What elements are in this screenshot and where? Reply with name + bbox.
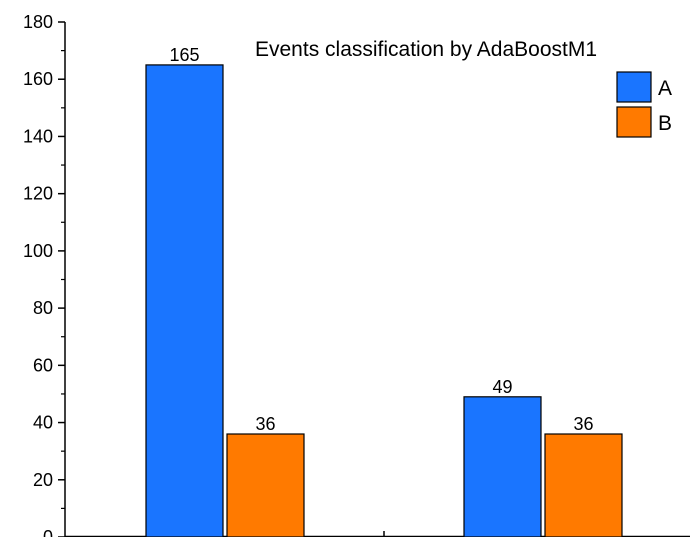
y-tick-label: 80 — [33, 298, 53, 318]
bar-a-2 — [463, 396, 542, 537]
bar-b-1 — [226, 433, 305, 537]
data-label: 49 — [492, 377, 512, 397]
legend-swatch-b — [616, 106, 652, 138]
y-tick-label: 40 — [33, 413, 53, 433]
chart-title: Events classification by AdaBoostM1 — [255, 38, 597, 61]
bar-b-2 — [544, 433, 623, 537]
data-label: 36 — [255, 414, 275, 434]
data-label: 36 — [573, 414, 593, 434]
data-label: 165 — [169, 45, 199, 65]
y-tick-label: 20 — [33, 470, 53, 490]
y-tick-label: 140 — [23, 126, 53, 146]
y-tick-label: 100 — [23, 241, 53, 261]
y-tick-label: 180 — [23, 12, 53, 32]
legend-label-b: B — [658, 112, 672, 135]
y-tick-label: 0 — [43, 527, 53, 537]
legend-label-a: A — [658, 77, 672, 100]
data-labels: 165 49 36 36 — [169, 45, 593, 434]
y-tick-label: 160 — [23, 69, 53, 89]
bars — [145, 64, 623, 537]
y-tick-label: 60 — [33, 355, 53, 375]
y-tick-label: 120 — [23, 184, 53, 204]
legend-swatch-a — [616, 71, 652, 103]
legend: AB — [616, 71, 672, 138]
bar-a-1 — [145, 64, 224, 537]
